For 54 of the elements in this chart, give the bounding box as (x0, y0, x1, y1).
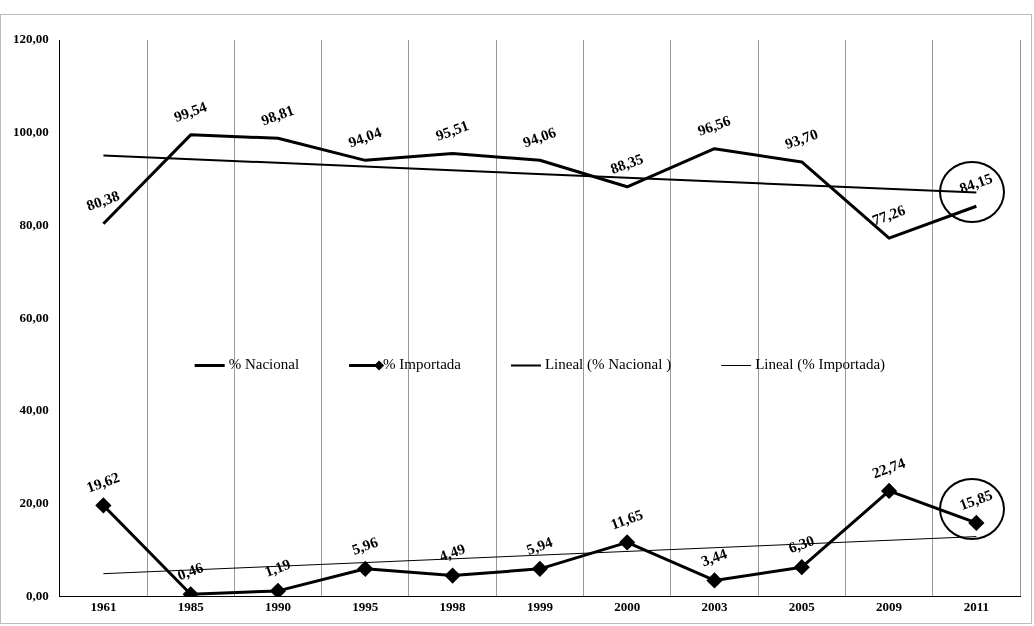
legend-label: Lineal (% Importada) (755, 356, 886, 374)
y-tick-label: 0,00 (26, 587, 49, 603)
legend-label: % Importada (383, 356, 462, 373)
data-label: 15,85 (957, 486, 995, 514)
x-tick-label: 1995 (352, 598, 379, 614)
data-label: 94,06 (520, 123, 559, 151)
data-label: 1,19 (262, 555, 293, 580)
x-tick-label: 1961 (90, 598, 117, 614)
data-label: 5,96 (349, 533, 381, 558)
y-tick-label: 20,00 (19, 495, 49, 511)
point (357, 561, 373, 577)
data-label: 0,46 (175, 559, 206, 584)
x-tick-label: 1985 (177, 598, 205, 614)
point (619, 534, 635, 550)
y-tick-label: 80,00 (19, 216, 49, 232)
x-tick-label: 2009 (876, 598, 903, 614)
x-tick-label: 1998 (439, 598, 467, 614)
data-label: 22,74 (870, 454, 908, 482)
legend-label: % Nacional (228, 356, 300, 373)
legend-label: Lineal (% Nacional ) (544, 356, 672, 374)
x-tick-label: 2000 (614, 598, 641, 614)
data-label: 19,62 (84, 469, 122, 496)
point (445, 568, 461, 584)
data-label: 99,54 (171, 98, 210, 126)
x-tick-label: 1990 (264, 598, 291, 614)
data-label: 80,38 (84, 187, 122, 214)
y-tick-label: 100,00 (13, 124, 49, 140)
data-label: 94,04 (346, 123, 384, 151)
y-tick-label: 40,00 (19, 402, 49, 418)
point (794, 559, 810, 575)
point (968, 515, 984, 531)
data-label: 84,15 (957, 169, 995, 197)
point (95, 497, 111, 513)
data-label: 5,94 (524, 533, 556, 558)
data-label: 77,26 (870, 201, 908, 229)
data-label: 11,65 (608, 506, 645, 533)
x-tick-label: 2003 (701, 598, 728, 614)
y-tick-label: 60,00 (19, 309, 49, 325)
x-tick-label: 2005 (788, 598, 816, 614)
x-tick-label: 2011 (963, 598, 989, 614)
data-label: 96,56 (695, 112, 734, 139)
point (881, 483, 897, 499)
data-label: 3,44 (699, 545, 730, 570)
data-label: 98,81 (259, 101, 297, 129)
data-label: 88,35 (608, 150, 646, 177)
data-label: 95,51 (433, 117, 471, 144)
point (706, 572, 722, 588)
data-label: 6,30 (786, 532, 817, 557)
point (270, 583, 286, 597)
data-label: 4,49 (437, 540, 468, 565)
point (532, 561, 548, 577)
x-tick-label: 1999 (526, 598, 554, 614)
data-label: 93,70 (782, 125, 820, 153)
y-tick-label: 120,00 (13, 31, 49, 47)
